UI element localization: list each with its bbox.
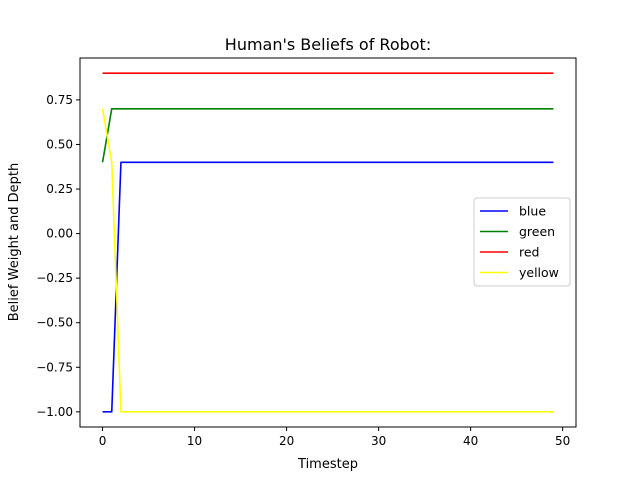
legend-box — [473, 197, 571, 287]
y-axis-label: Belief Weight and Depth — [7, 163, 22, 321]
y-tick-label: 0.00 — [46, 227, 73, 241]
y-tick-label: −1.00 — [36, 405, 73, 419]
x-tick-label: 20 — [279, 434, 294, 448]
y-tick-label: 0.75 — [46, 93, 73, 107]
legend-label-yellow: yellow — [519, 265, 559, 280]
x-tick-label: 0 — [99, 434, 107, 448]
x-axis-label: Timestep — [297, 457, 358, 472]
x-tick-label: 30 — [371, 434, 386, 448]
plot-area: 0 10 20 30 40 50 −1.00 −0.75 −0.50 −0.25 0.00 0.25 0… — [36, 57, 577, 448]
chart-title: Human's Beliefs of Robot: — [225, 35, 431, 54]
y-tick-label: −0.75 — [36, 360, 73, 374]
legend-label-green: green — [519, 224, 555, 239]
series-line-green — [101, 108, 554, 163]
series-line-yellow — [101, 108, 554, 413]
x-tick-label: 10 — [187, 434, 202, 448]
y-tick-label: −0.25 — [36, 271, 73, 285]
y-tick-label: 0.50 — [46, 137, 73, 151]
axes-frame — [79, 57, 577, 428]
legend-label-blue: blue — [519, 204, 546, 219]
x-tick-label: 50 — [555, 434, 570, 448]
x-tick-label: 40 — [463, 434, 478, 448]
y-tick-label: 0.25 — [46, 182, 73, 196]
legend-label-red: red — [519, 245, 540, 260]
y-tick-label: −0.50 — [36, 316, 73, 330]
